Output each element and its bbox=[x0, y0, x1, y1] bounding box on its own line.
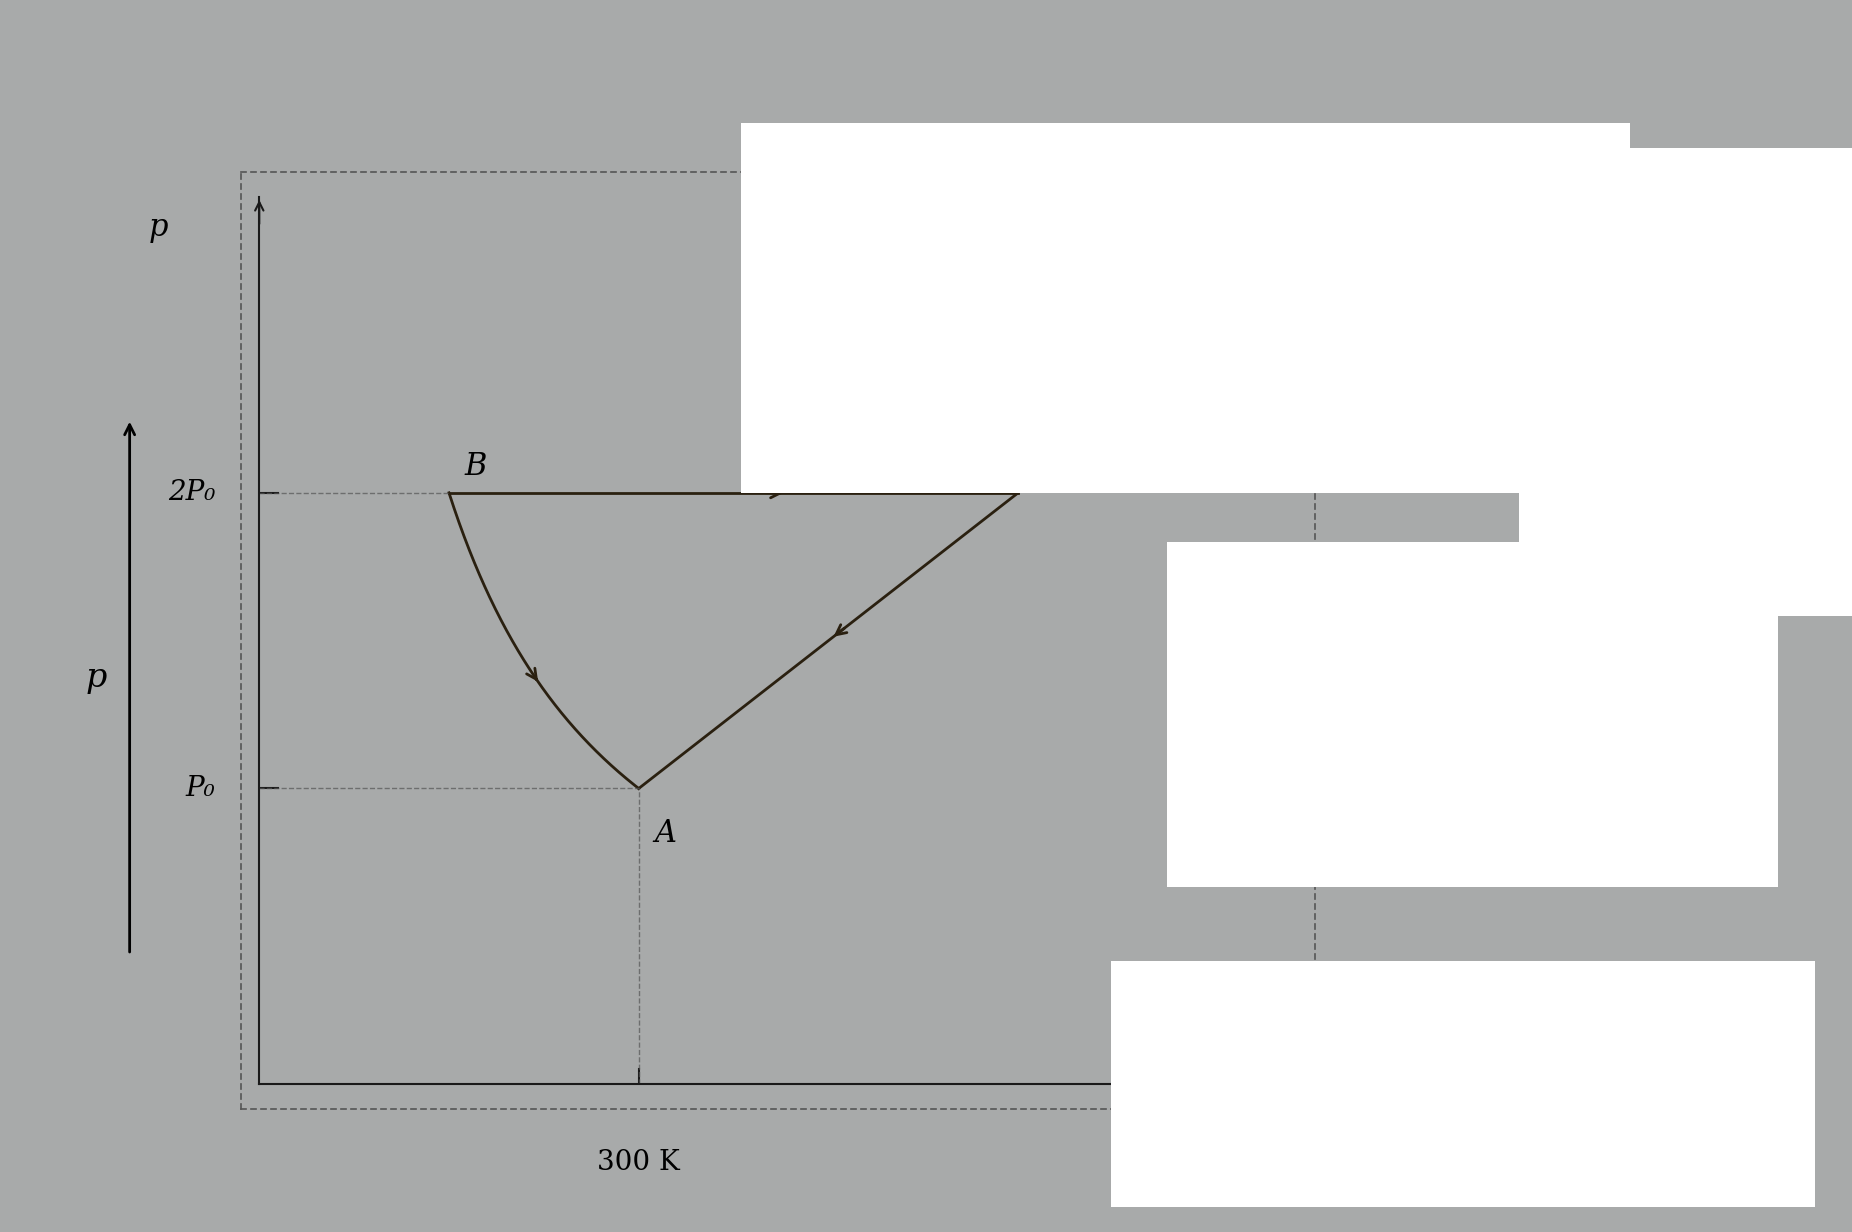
Text: T: T bbox=[1274, 1149, 1295, 1180]
Text: p: p bbox=[148, 212, 169, 243]
Text: B: B bbox=[465, 451, 487, 482]
Text: A: A bbox=[654, 818, 676, 849]
Text: p: p bbox=[85, 662, 107, 694]
Text: C: C bbox=[1033, 455, 1057, 485]
Text: 300 K: 300 K bbox=[598, 1149, 680, 1177]
Text: P₀: P₀ bbox=[185, 775, 215, 802]
Text: 2P₀: 2P₀ bbox=[169, 479, 215, 506]
